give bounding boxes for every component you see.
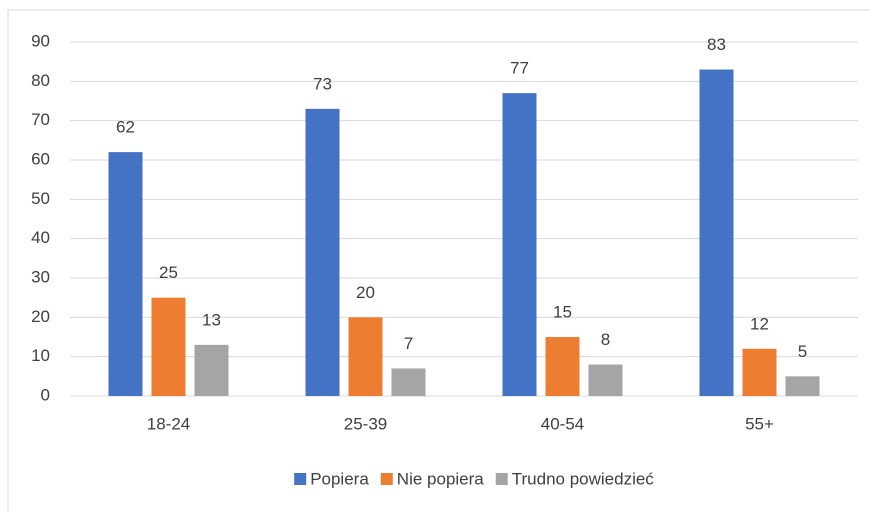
y-tick-label: 90 — [31, 31, 50, 50]
legend-swatch — [294, 473, 307, 485]
bar — [742, 348, 777, 396]
bar — [545, 337, 580, 396]
bar — [194, 344, 229, 396]
legend-label: Trudno powiedzieć — [512, 469, 655, 488]
bar — [151, 297, 186, 396]
data-label: 25 — [159, 263, 178, 282]
y-tick-label: 40 — [31, 228, 50, 247]
y-tick-label: 50 — [31, 189, 50, 208]
y-tick-label: 60 — [31, 149, 50, 168]
bar — [699, 69, 734, 397]
y-tick-label: 10 — [31, 346, 50, 365]
bar — [785, 376, 820, 396]
data-label: 13 — [202, 310, 221, 329]
y-tick-label: 70 — [31, 110, 50, 129]
legend-swatch — [380, 473, 393, 485]
bar — [305, 108, 340, 396]
bar — [108, 152, 143, 396]
data-label: 15 — [553, 302, 572, 321]
legend-swatch — [495, 473, 508, 485]
chart-frame — [7, 9, 870, 511]
bar — [588, 364, 623, 396]
data-label: 8 — [601, 330, 610, 349]
bar — [348, 317, 383, 396]
bar — [502, 93, 537, 396]
data-label: 20 — [356, 283, 375, 302]
data-label: 77 — [510, 59, 529, 78]
x-tick-label: 25-39 — [344, 414, 387, 433]
x-tick-label: 55+ — [745, 414, 774, 433]
x-tick-label: 18-24 — [147, 414, 190, 433]
y-tick-label: 0 — [41, 385, 50, 404]
data-label: 5 — [798, 342, 807, 361]
y-tick-label: 20 — [31, 307, 50, 326]
data-label: 73 — [313, 74, 332, 93]
y-tick-label: 80 — [31, 71, 50, 90]
x-tick-label: 40-54 — [541, 414, 584, 433]
data-label: 62 — [116, 118, 135, 137]
y-tick-label: 30 — [31, 267, 50, 286]
data-label: 83 — [707, 35, 726, 54]
legend-label: Nie popiera — [397, 469, 484, 488]
data-label: 12 — [750, 314, 769, 333]
legend-label: Popiera — [310, 469, 369, 488]
bar — [391, 368, 426, 396]
data-label: 7 — [404, 334, 413, 353]
